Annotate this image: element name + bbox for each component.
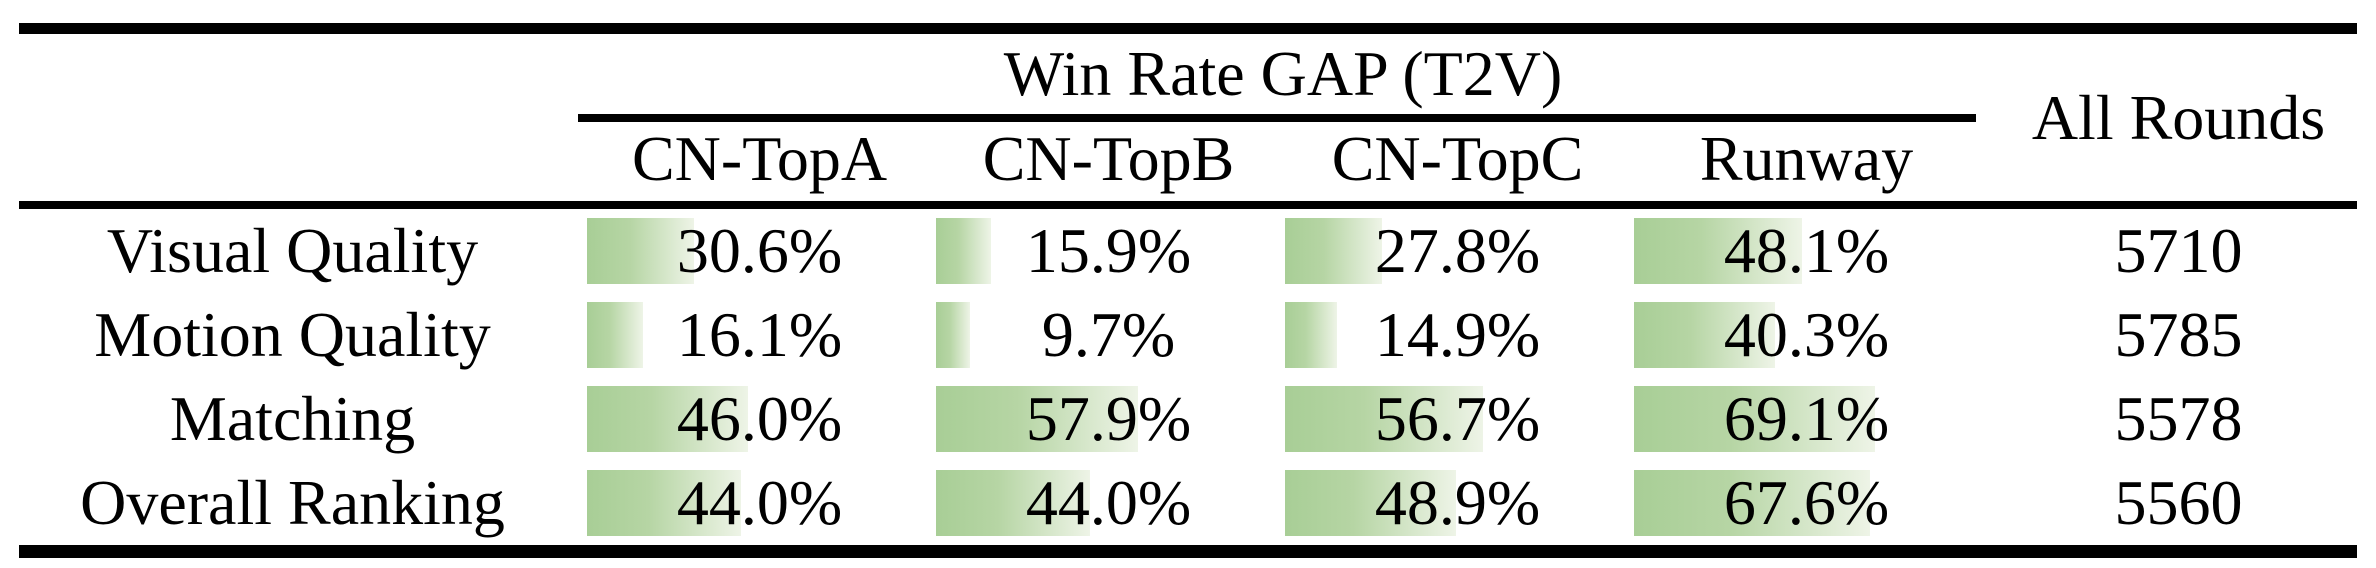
table-row-motion-quality: Motion Quality 16.1% 9.7% 14.9% 40.3% 57… (0, 293, 2376, 377)
row-label: Overall Ranking (80, 467, 505, 538)
win-rate-value: 48.1% (1723, 215, 1890, 286)
data-cell: 69.1% (1632, 377, 1981, 461)
data-cell: 40.3% (1632, 293, 1981, 377)
win-rate-value: 44.0% (1025, 467, 1192, 538)
win-rate-value: 57.9% (1025, 383, 1192, 454)
win-rate-bar (1634, 302, 1775, 368)
data-cell: 57.9% (934, 377, 1283, 461)
column-header-cn-topb: CN-TopB (982, 122, 1235, 194)
win-rate-value: 16.1% (676, 299, 843, 370)
table-row-matching: Matching 46.0% 57.9% 56.7% 69.1% 5578 (0, 377, 2376, 461)
column-header-cn-topa: CN-TopA (631, 122, 888, 194)
win-rate-bar (1634, 386, 1876, 452)
data-cell: 15.9% (934, 209, 1283, 293)
win-rate-bar (587, 302, 644, 368)
win-rate-value: 67.6% (1723, 467, 1890, 538)
win-rate-bar (587, 386, 748, 452)
row-label: Matching (169, 383, 416, 454)
win-rate-value: 48.9% (1374, 467, 1541, 538)
data-cell: 46.0% (585, 377, 934, 461)
bottom-rule (19, 545, 2357, 558)
data-cell: 67.6% (1632, 461, 1981, 545)
data-cell: 48.9% (1283, 461, 1632, 545)
table-row-overall-ranking: Overall Ranking 44.0% 44.0% 48.9% 67.6% … (0, 461, 2376, 545)
win-rate-bar (1285, 218, 1383, 284)
win-rate-value: 40.3% (1723, 299, 1890, 370)
gap-header-group: Win Rate GAP (T2V) CN-TopA CN-TopB CN-To… (578, 34, 1981, 201)
win-rate-value: 56.7% (1374, 383, 1541, 454)
win-rate-bar (1285, 386, 1483, 452)
win-rate-value: 30.6% (676, 215, 843, 286)
top-rule (19, 23, 2357, 34)
data-cell: 44.0% (934, 461, 1283, 545)
row-label: Visual Quality (106, 215, 479, 286)
win-rate-value: 14.9% (1374, 299, 1541, 370)
data-cell: 14.9% (1283, 293, 1632, 377)
table-header: Win Rate GAP (T2V) CN-TopA CN-TopB CN-To… (0, 34, 2376, 201)
win-rate-bar (1285, 302, 1337, 368)
all-rounds-value: 5578 (2114, 383, 2243, 454)
table-body: Visual Quality 30.6% 15.9% 27.8% 48.1% 5… (0, 209, 2376, 545)
win-rate-value: 44.0% (676, 467, 843, 538)
group-header-underline (578, 114, 1976, 122)
win-rate-value: 46.0% (676, 383, 843, 454)
win-rate-bar (936, 302, 970, 368)
table-row-visual-quality: Visual Quality 30.6% 15.9% 27.8% 48.1% 5… (0, 209, 2376, 293)
data-cell: 9.7% (934, 293, 1283, 377)
header-body-rule (19, 201, 2357, 209)
win-rate-bar (936, 386, 1139, 452)
win-rate-bar (1634, 218, 1802, 284)
all-rounds-value: 5785 (2114, 299, 2243, 370)
win-rate-bar (587, 218, 694, 284)
data-cell: 48.1% (1632, 209, 1981, 293)
data-cell: 44.0% (585, 461, 934, 545)
win-rate-bar (936, 218, 992, 284)
data-cell: 30.6% (585, 209, 934, 293)
win-rate-value: 9.7% (1041, 299, 1176, 370)
all-rounds-value: 5560 (2114, 467, 2243, 538)
win-rate-bar (1285, 470, 1456, 536)
data-cell: 56.7% (1283, 377, 1632, 461)
data-cell: 16.1% (585, 293, 934, 377)
column-header-runway: Runway (1699, 122, 1914, 194)
row-label: Motion Quality (94, 299, 491, 370)
all-rounds-value: 5710 (2114, 215, 2243, 286)
column-header-cn-topc: CN-TopC (1331, 122, 1584, 194)
win-rate-value: 27.8% (1374, 215, 1541, 286)
header-spacer (0, 34, 585, 201)
data-cell: 27.8% (1283, 209, 1632, 293)
group-header-title: Win Rate GAP (T2V) (1003, 38, 1563, 109)
column-header-all-rounds: All Rounds (2031, 81, 2326, 153)
win-rate-value: 69.1% (1723, 383, 1890, 454)
win-rate-bar (936, 470, 1090, 536)
win-rate-bar (1634, 470, 1870, 536)
win-rate-value: 15.9% (1025, 215, 1192, 286)
win-rate-bar (587, 470, 741, 536)
column-headers: CN-TopA CN-TopB CN-TopC Runway (585, 122, 1981, 201)
